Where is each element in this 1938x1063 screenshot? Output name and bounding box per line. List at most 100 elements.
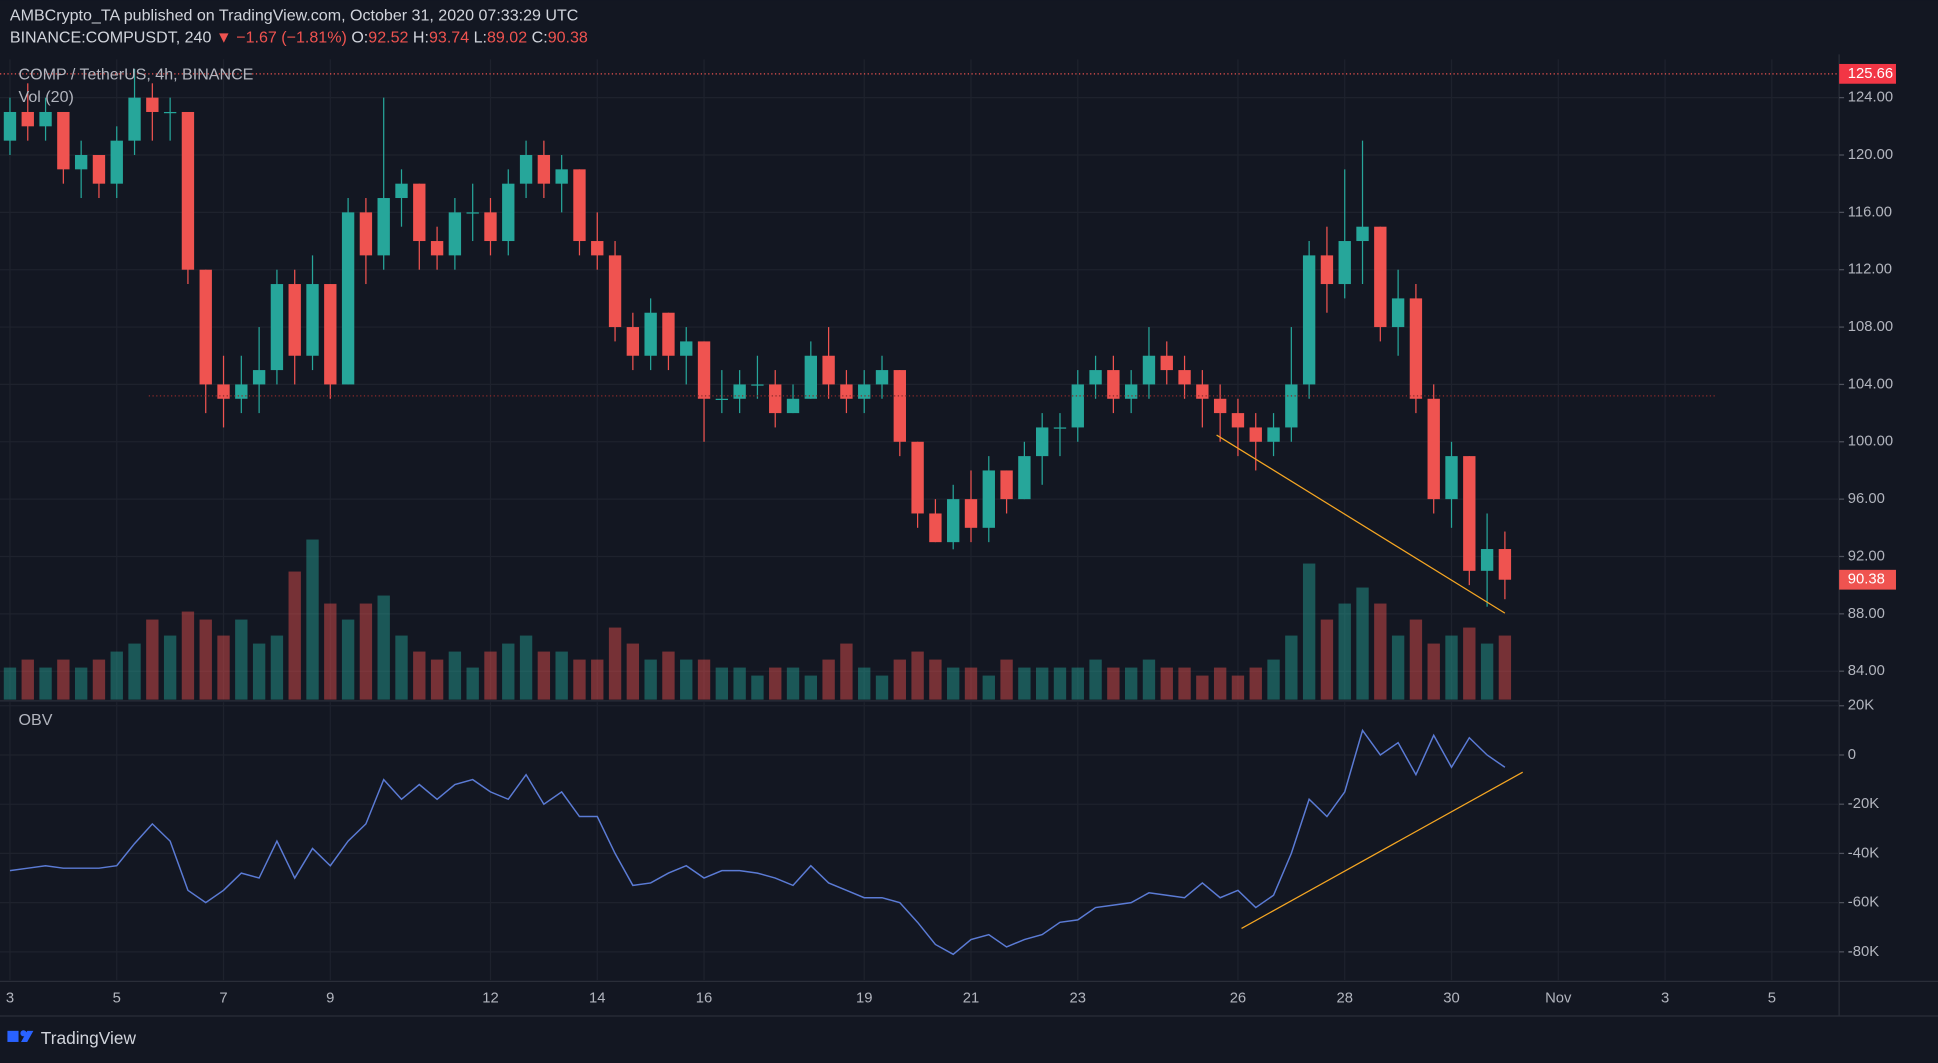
volume-bar (1480, 643, 1494, 700)
candle-body (644, 312, 657, 356)
candle-body (163, 111, 177, 114)
volume-bar (733, 667, 746, 700)
y-tick-label: 108.00 (1848, 319, 1893, 335)
x-tick-label: 3 (6, 991, 14, 1007)
candle-body (39, 111, 52, 127)
candle-body (377, 198, 390, 256)
candle-body (1196, 384, 1209, 399)
logo-shape (7, 1030, 19, 1042)
y-tick-label: 120.00 (1848, 147, 1893, 163)
ohlc-value: 92.52 (368, 29, 408, 47)
candle-body (893, 370, 906, 442)
volume-bar (270, 635, 284, 700)
volume-bar (341, 619, 355, 700)
volume-bar (769, 667, 782, 700)
y-tick-label: 88.00 (1848, 606, 1885, 622)
volume-bar (448, 651, 462, 700)
candle-body (573, 169, 586, 242)
volume-bar (1338, 603, 1351, 700)
x-tick-label: 7 (219, 991, 227, 1007)
candle-body (751, 384, 764, 386)
candle-body (235, 384, 248, 399)
volume-bar (217, 635, 230, 700)
candle-body (1124, 384, 1138, 399)
volume-bar (1498, 635, 1512, 700)
candle-body (1178, 370, 1191, 385)
candle-body (288, 284, 301, 356)
candle-body (982, 470, 995, 528)
volume-bar (199, 619, 212, 700)
pane-title: COMP / TetherUS, 4h, BINANCE (19, 66, 254, 84)
candle-body (947, 499, 960, 543)
volume-bar (911, 651, 924, 700)
volume-bar (359, 603, 373, 700)
volume-bar (1178, 667, 1191, 700)
volume-bar (1196, 675, 1209, 700)
candle-body (537, 155, 551, 184)
y-tick-label: 92.00 (1848, 548, 1885, 564)
candle-body (466, 212, 479, 214)
volume-bar (840, 643, 853, 700)
volume-bar (128, 643, 141, 700)
y-tick-label: 84.00 (1848, 663, 1885, 679)
candle-body (680, 341, 693, 356)
volume-bar (715, 667, 729, 700)
symbol: BINANCE:COMPUSDT, 240 (10, 29, 212, 47)
candle-body (74, 155, 88, 170)
volume-bar (1445, 635, 1458, 700)
volume-bar (1000, 659, 1013, 700)
ohlc-label: H: (413, 29, 429, 47)
volume-bar (1267, 659, 1280, 700)
candle-body (858, 384, 871, 399)
y-tick-label: 100.00 (1848, 434, 1893, 450)
candle-body (1498, 549, 1512, 580)
symbol-info: BINANCE:COMPUSDT, 240 ▼ −1.67 (−1.81%) O… (10, 29, 588, 47)
volume-bar (1231, 675, 1245, 700)
volume-bar (1107, 667, 1120, 700)
candle-body (413, 183, 426, 242)
volume-bar (982, 675, 995, 700)
volume-bar (21, 659, 34, 700)
volume-bar (1463, 627, 1476, 700)
x-tick-label: 26 (1230, 991, 1247, 1007)
volume-bar (1018, 667, 1031, 700)
volume-bar (306, 539, 319, 700)
candle-body (964, 499, 978, 528)
volume-bar (484, 651, 497, 700)
candle-body (1089, 370, 1102, 385)
volume-bar (858, 667, 871, 700)
volume-bar (697, 659, 711, 700)
volume-bar (804, 675, 818, 700)
ohlc-value: 90.38 (548, 29, 588, 47)
brand: TradingView (41, 1028, 137, 1048)
y-tick-label: 96.00 (1848, 491, 1885, 507)
candle-body (840, 384, 853, 399)
x-tick-label: 28 (1336, 991, 1353, 1007)
volume-bar (608, 627, 622, 700)
candle-body (1374, 226, 1387, 328)
price-label: 125.66 (1848, 66, 1893, 82)
candle-body (1231, 413, 1245, 428)
y-tick-label: -20K (1848, 796, 1879, 812)
volume-bar (1374, 603, 1387, 700)
ohlc-label: L: (474, 29, 487, 47)
candle-body (1142, 355, 1156, 385)
volume-bar (235, 619, 248, 700)
candle-body (929, 513, 942, 543)
x-tick-label: 12 (482, 991, 499, 1007)
ohlc-value: 93.74 (429, 29, 469, 47)
candle-body (1480, 549, 1494, 571)
volume-bar (929, 659, 942, 700)
candle-body (324, 284, 337, 385)
x-tick-label: 14 (589, 991, 606, 1007)
x-tick-label: 19 (856, 991, 873, 1007)
volume-bar (573, 659, 586, 700)
candle-body (57, 111, 70, 170)
candle-body (1018, 456, 1031, 500)
candle-body (1160, 355, 1173, 371)
candle-body (608, 255, 622, 328)
trend-line (1241, 771, 1523, 930)
candle-body (395, 183, 408, 199)
volume-bar (1427, 643, 1440, 700)
candle-body (555, 169, 568, 184)
